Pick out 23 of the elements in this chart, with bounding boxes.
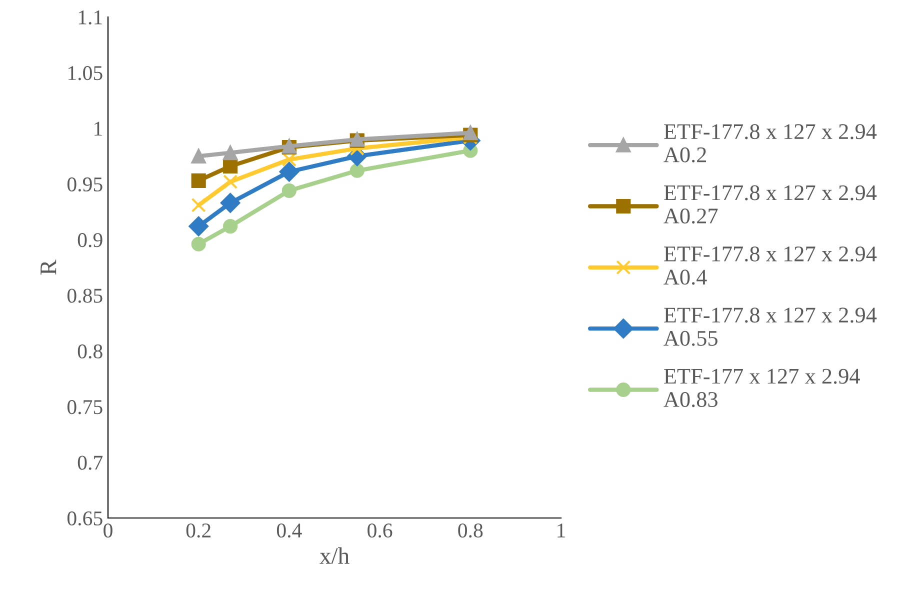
x-tick-label: 0 bbox=[104, 523, 112, 538]
y-tick-label: 0.8 bbox=[78, 344, 102, 359]
x-tick-label: 0.6 bbox=[368, 523, 392, 538]
y-tick-label: 0.65 bbox=[67, 511, 102, 526]
legend-label: ETF-177.8 x 127 x 2.94 A0.55 bbox=[664, 308, 877, 346]
y-tick-label: 0.85 bbox=[67, 288, 102, 303]
x-tick-label: 0.4 bbox=[276, 523, 302, 538]
y-axis-title: R bbox=[40, 260, 56, 275]
y-tick-label: 0.95 bbox=[67, 177, 102, 192]
y-tick-label: 1.05 bbox=[68, 66, 102, 80]
legend-label: ETF-177.8 x 127 x 2.94 A0.2 bbox=[664, 124, 877, 162]
x-tick-label: 0.8 bbox=[458, 523, 483, 538]
y-tick-label: 0.75 bbox=[67, 400, 102, 414]
y-tick-label: 0.9 bbox=[78, 233, 102, 248]
y-tick-label: 1 bbox=[94, 122, 102, 136]
legend-label: ETF-177.8 x 127 x 2.94 A0.27 bbox=[664, 185, 877, 224]
x-tick-label: 0.2 bbox=[186, 523, 210, 538]
x-tick-label: 1 bbox=[558, 524, 565, 538]
y-tick-label: 0.7 bbox=[78, 456, 103, 470]
legend-label: ETF-177.8 x 127 x 2.94 A0.4 bbox=[664, 246, 877, 285]
x-axis-title: x/h bbox=[320, 547, 350, 564]
legend-label: ETF-177 x 127 x 2.94 A0.83 bbox=[664, 368, 860, 408]
y-tick-label: 1.1 bbox=[78, 10, 102, 25]
